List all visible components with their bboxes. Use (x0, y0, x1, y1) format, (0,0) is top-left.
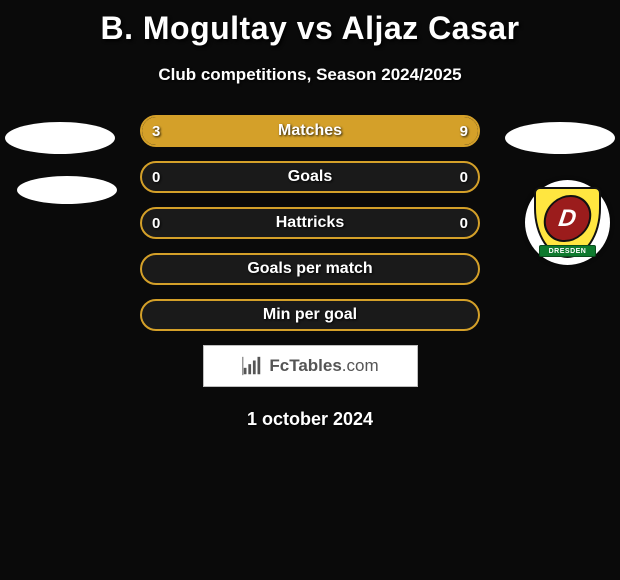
bar-chart-icon (241, 355, 263, 377)
stats-container: 39Matches 00Goals 00Hattricks Goals per mat… (0, 115, 620, 331)
date-label: 1 october 2024 (0, 409, 620, 430)
watermark-text: FcTables.com (269, 356, 378, 376)
stat-label: Min per goal (142, 301, 478, 329)
stat-row: 00Goals (140, 161, 480, 193)
watermark-suffix: .com (342, 356, 379, 375)
stat-label: Matches (142, 117, 478, 145)
watermark-label: FcTables (269, 356, 341, 375)
subtitle: Club competitions, Season 2024/2025 (0, 65, 620, 85)
stat-row: 39Matches (140, 115, 480, 147)
stat-label: Goals (142, 163, 478, 191)
page-title: B. Mogultay vs Aljaz Casar (0, 0, 620, 47)
stat-row: Goals per match (140, 253, 480, 285)
watermark-plate: FcTables.com (203, 345, 418, 387)
stat-row: 00Hattricks (140, 207, 480, 239)
stat-label: Hattricks (142, 209, 478, 237)
stat-label: Goals per match (142, 255, 478, 283)
stat-row: Min per goal (140, 299, 480, 331)
